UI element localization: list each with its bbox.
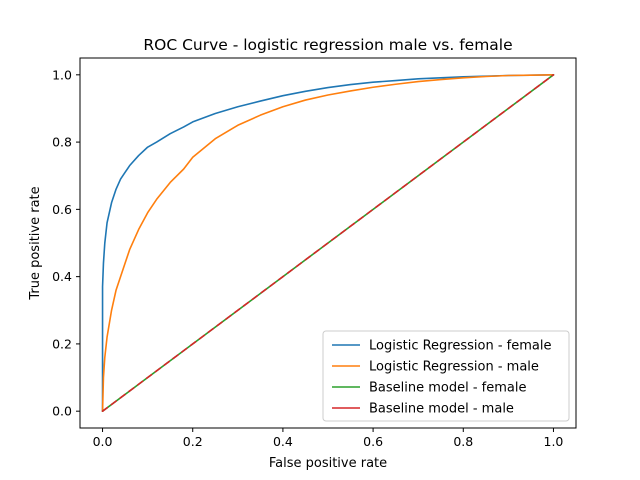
legend: Logistic Regression - female Logistic Reg… [322,330,570,422]
plot-lines [101,74,555,412]
legend-entry-label: Baseline model - female [369,381,527,396]
x-tick-label: 0.2 [183,434,203,449]
legend-entry-label: Logistic Regression - female [369,339,551,354]
y-tick-label: 0.4 [52,269,72,284]
legend-box [322,330,570,422]
x-tick-label: 0.4 [273,434,293,449]
y-tick-label: 0.0 [52,404,72,419]
series-line [101,74,555,412]
y-axis-label: True positive rate [28,186,43,300]
x-tick-label: 0.0 [93,434,113,449]
y-tick-label: 1.0 [52,67,72,82]
x-tick-label: 0.6 [363,434,383,449]
chart-title: ROC Curve - logistic regression male vs.… [143,36,512,54]
x-tick-label: 1.0 [544,434,564,449]
series-line [101,74,555,412]
x-tick-label: 0.8 [453,434,473,449]
y-tick-label: 0.2 [52,336,72,351]
series-line [101,74,555,412]
legend-entry-label: Baseline model - male [369,402,514,417]
y-tick-label: 0.6 [52,202,72,217]
x-axis-label: False positive rate [269,456,387,471]
axis-ticks: 0.0 0.2 0.4 0.6 0.8 1.0 0.0 0.2 0.4 0.6 0.8 1.0 [52,67,563,449]
y-tick-label: 0.8 [52,135,72,150]
axes-frame [79,57,577,429]
legend-entry-label: Logistic Regression - male [369,360,539,375]
